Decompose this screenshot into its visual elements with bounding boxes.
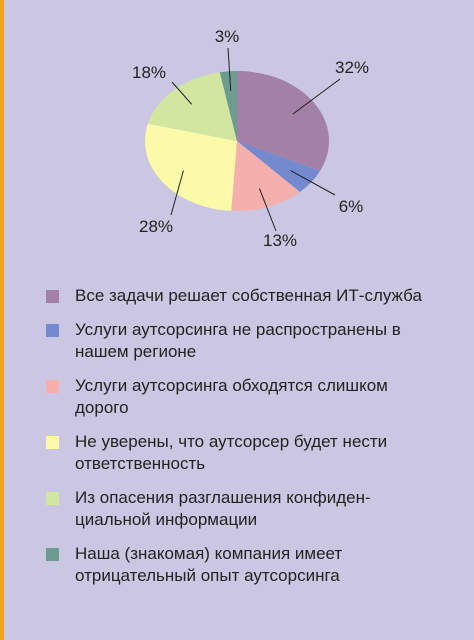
pie-leader-line [258,188,277,232]
pie-slice [219,71,237,141]
pie-value-label: 6% [339,197,364,216]
legend-item: Все задачи решает собственная ИТ-служба [46,285,446,307]
pie-slice [144,123,237,211]
legend-label: Услуги аутсорсинга обходятся слишком дор… [75,376,388,417]
pie-leader-line [170,170,184,216]
legend-item: Из опасения разглашения конфиден- циальн… [46,487,446,531]
legend-label: Наша (знакомая) компания имеет отрицател… [75,544,343,585]
legend-item: Наша (знакомая) компания имеет отрицател… [46,543,446,587]
pie-value-label: 13% [263,231,297,250]
legend-swatch [46,380,59,393]
pie-leader-line [292,78,341,115]
pie-slice [237,141,321,193]
legend-item: Услуги аутсорсинга не распространены в н… [46,319,446,363]
legend-label: Не уверены, что аутсорсер будет нести от… [75,432,388,473]
legend-swatch [46,436,59,449]
legend-swatch [46,548,59,561]
pie-slice [147,72,237,141]
pie-slice [237,71,329,171]
pie-leader-line [290,170,336,196]
pie-leader-line [227,47,232,91]
pie-value-label: 28% [139,217,173,236]
legend-label: Все задачи решает собственная ИТ-служба [75,286,422,305]
chart-legend: Все задачи решает собственная ИТ-служба … [46,285,446,599]
legend-label: Из опасения разглашения конфиден- циальн… [75,488,371,529]
legend-item: Услуги аутсорсинга обходятся слишком дор… [46,375,446,419]
pie-leader-line [171,81,193,105]
legend-swatch [46,492,59,505]
pie-value-label: 18% [132,63,166,82]
pie-value-label: 32% [335,58,369,77]
pie-slice [231,141,300,211]
legend-swatch [46,324,59,337]
pie-value-label: 3% [215,27,240,46]
pie-chart: 32% 6% 13% 28% 18% 3% [132,27,369,250]
legend-label: Услуги аутсорсинга не распространены в н… [75,320,401,361]
legend-swatch [46,290,59,303]
legend-item: Не уверены, что аутсорсер будет нести от… [46,431,446,475]
